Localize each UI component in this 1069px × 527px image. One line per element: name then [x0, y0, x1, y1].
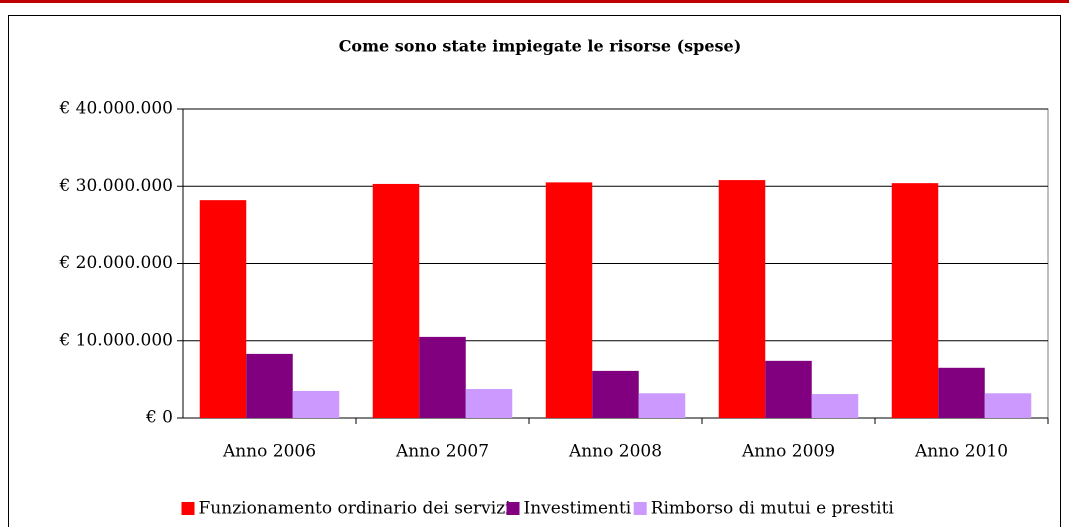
bar — [984, 393, 1032, 418]
bar — [246, 353, 293, 418]
bar — [419, 336, 466, 418]
chart-title: Come sono state impiegate le risorse (sp… — [339, 37, 742, 56]
legend-swatch — [181, 502, 195, 515]
bar — [199, 200, 247, 418]
y-tick-label: € 0 — [145, 408, 173, 428]
bar — [465, 389, 513, 418]
x-tick-label: Anno 2009 — [741, 442, 835, 462]
bar — [372, 183, 420, 418]
y-tick-label: € 10.000.000 — [58, 330, 173, 350]
bar — [592, 370, 639, 418]
legend-label: Investimenti — [524, 499, 632, 519]
bar — [545, 182, 593, 418]
legend-label: Funzionamento ordinario dei servizi — [199, 499, 512, 519]
y-tick-label: € 40.000.000 — [58, 99, 173, 119]
bar — [638, 393, 686, 418]
legend-label: Rimborso di mutui e prestiti — [651, 499, 895, 519]
bar — [811, 394, 859, 418]
x-tick-label: Anno 2006 — [222, 442, 316, 462]
x-tick-label: Anno 2010 — [914, 442, 1008, 462]
bar — [765, 360, 812, 418]
y-tick-label: € 20.000.000 — [58, 253, 173, 273]
x-tick-label: Anno 2007 — [395, 442, 489, 462]
legend-swatch — [633, 502, 647, 515]
bar — [292, 390, 340, 418]
legend-swatch — [506, 502, 520, 515]
y-tick-label: € 30.000.000 — [58, 176, 173, 196]
x-tick-label: Anno 2008 — [568, 442, 662, 462]
bar — [891, 183, 939, 418]
top-rule — [0, 0, 1069, 3]
bar — [938, 367, 985, 418]
bar — [718, 180, 766, 418]
